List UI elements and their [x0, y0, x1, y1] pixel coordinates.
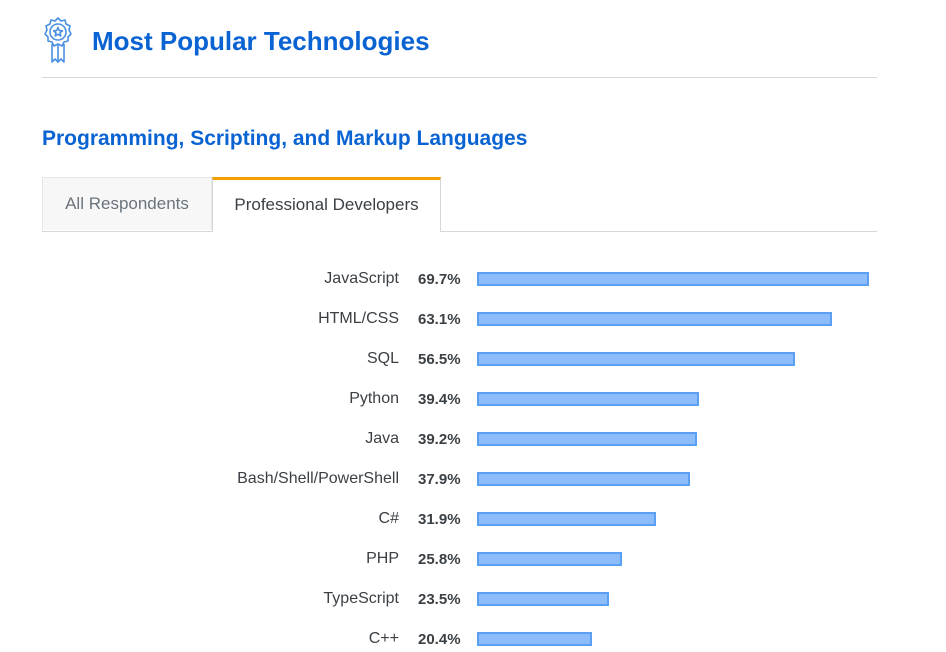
- bar[interactable]: [477, 392, 699, 406]
- bar-label: PHP: [366, 550, 399, 567]
- bar-value-label: 56.5%: [418, 351, 461, 368]
- bar-value-label: 69.7%: [418, 271, 461, 288]
- bar-value-label: 25.8%: [418, 551, 461, 568]
- bar[interactable]: [477, 632, 592, 646]
- tab-all-respondents[interactable]: All Respondents: [42, 177, 212, 230]
- bar-label: C++: [368, 630, 399, 647]
- bar-label: HTML/CSS: [318, 310, 399, 327]
- bar[interactable]: [477, 472, 690, 486]
- page-header: Most Popular Technologies: [42, 14, 877, 78]
- bar-label: Python: [349, 390, 399, 407]
- bar[interactable]: [477, 512, 656, 526]
- bar-label: Bash/Shell/PowerShell: [237, 470, 399, 487]
- languages-bar-chart: JavaScript 69.7% HTML/CSS 63.1% SQL 56.5% Pyth…: [0, 255, 946, 652]
- award-ribbon-icon: [44, 17, 72, 63]
- section-title: Programming, Scripting, and Markup Langu…: [42, 127, 528, 150]
- bar[interactable]: [477, 352, 795, 366]
- bar[interactable]: [477, 272, 869, 286]
- bar[interactable]: [477, 312, 832, 326]
- tab-professional-developers[interactable]: Professional Developers: [212, 177, 441, 232]
- bar-label: TypeScript: [323, 590, 399, 607]
- bar-label: Java: [365, 430, 399, 447]
- bar[interactable]: [477, 592, 609, 606]
- page-title: Most Popular Technologies: [92, 26, 430, 56]
- bar-value-label: 39.2%: [418, 431, 461, 448]
- bar-value-label: 39.4%: [418, 391, 461, 408]
- bar-label: SQL: [366, 350, 399, 367]
- bar-value-label: 20.4%: [418, 631, 461, 648]
- bar-label: C#: [378, 510, 399, 527]
- bar-value-label: 37.9%: [418, 471, 461, 488]
- bar[interactable]: [477, 432, 697, 446]
- tab-bar: All Respondents Professional Developers: [42, 177, 877, 232]
- bar[interactable]: [477, 552, 622, 566]
- bar-value-label: 63.1%: [418, 311, 461, 328]
- bar-value-label: 23.5%: [418, 591, 461, 608]
- bar-label: JavaScript: [324, 270, 399, 287]
- bar-value-label: 31.9%: [418, 511, 461, 528]
